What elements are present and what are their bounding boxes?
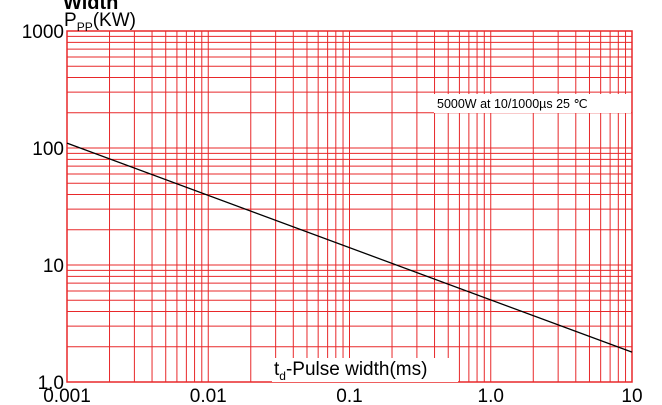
x-tick-label: 1.0	[478, 386, 504, 405]
series-group	[66, 142, 633, 353]
x-axis-label-background	[272, 358, 458, 382]
y-tick-labels: 1.0 10 100 1000	[22, 22, 64, 394]
annotation-background	[434, 94, 631, 113]
x-tick-label: 10	[621, 386, 642, 405]
x-axis-label: td-Pulse width(ms)	[274, 359, 427, 383]
x-axis-label-main: t	[274, 359, 280, 380]
y-axis-label-unit: (KW)	[93, 10, 136, 31]
y-tick-label: 10	[43, 256, 64, 277]
y-tick-label: 100	[32, 139, 64, 160]
x-tick-label: 0.001	[43, 386, 91, 405]
x-tick-label: 0.01	[190, 386, 227, 405]
x-axis-label-sub: d	[279, 369, 286, 383]
y-axis-label-sub: PP	[77, 20, 93, 34]
grid	[66, 31, 632, 383]
chart-title: Width	[63, 0, 118, 14]
y-axis-label-main: P	[64, 10, 77, 31]
y-tick-label: 1000	[22, 22, 64, 43]
y-tick-label: 1.0	[38, 373, 64, 394]
annotation-label: 5000W at 10/1000µs 25 ℃	[437, 97, 588, 111]
series-line	[66, 142, 633, 353]
y-axis-label: PPP(KW)	[64, 10, 136, 34]
x-tick-labels: 0.001 0.01 0.1 1.0 10	[43, 386, 642, 405]
x-axis-label-rest: -Pulse width(ms)	[286, 359, 427, 380]
x-tick-label: 0.1	[336, 386, 362, 405]
